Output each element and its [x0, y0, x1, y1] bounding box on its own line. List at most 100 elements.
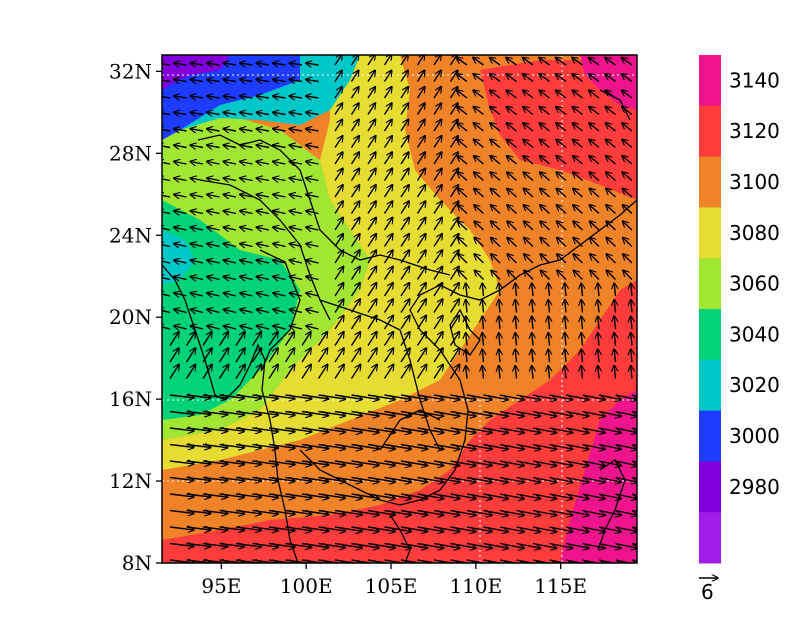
wind-arrow — [457, 205, 468, 215]
wind-arrow — [449, 168, 459, 181]
wind-arrow — [268, 526, 295, 531]
wind-arrow — [474, 221, 484, 231]
wind-arrow — [466, 509, 492, 516]
wind-arrow — [416, 201, 426, 214]
wind-arrow — [202, 461, 228, 464]
wind-arrow — [367, 410, 395, 417]
wind-arrow — [252, 527, 279, 531]
wind-arrow — [589, 107, 600, 116]
wind-arrow — [383, 70, 392, 82]
wind-arrow — [400, 234, 409, 247]
wind-arrow — [589, 123, 600, 132]
wind-arrow — [240, 129, 253, 131]
wind-arrow — [615, 443, 637, 450]
wind-arrow — [350, 332, 361, 346]
wind-arrow — [598, 542, 621, 549]
wind-arrow — [473, 58, 484, 66]
wind-arrow — [190, 227, 204, 230]
wind-arrow — [190, 309, 204, 312]
wind-arrow — [202, 445, 228, 448]
wind-arrow — [582, 476, 606, 483]
wind-arrow — [524, 221, 534, 231]
wind-arrow — [334, 542, 362, 548]
wind-arrow — [273, 178, 286, 181]
wind-arrow — [306, 145, 319, 147]
wind-arrow — [223, 112, 237, 114]
wind-arrow — [433, 55, 441, 66]
wind-arrow — [449, 283, 460, 297]
wind-arrow — [350, 70, 359, 82]
wind-arrow — [252, 494, 279, 498]
wind-arrow — [565, 333, 566, 346]
wind-arrow — [416, 299, 427, 313]
vector-key: 6 — [699, 578, 718, 604]
wind-arrow — [251, 348, 262, 363]
wind-arrow — [581, 349, 582, 363]
colorbar-label: 3140 — [729, 68, 780, 92]
wind-arrow — [289, 326, 303, 329]
wind-arrow — [466, 394, 492, 400]
wind-arrow — [598, 509, 621, 516]
wind-arrow — [306, 277, 319, 280]
wind-arrow — [162, 178, 171, 181]
wind-arrow — [174, 244, 187, 247]
wind-arrow — [598, 460, 621, 466]
wind-arrow — [590, 270, 600, 280]
wind-arrow — [252, 511, 279, 515]
wind-arrow — [590, 221, 600, 231]
wind-arrow — [416, 168, 426, 181]
lat-label: 8N — [122, 551, 152, 575]
wind-arrow — [301, 394, 329, 399]
wind-arrow — [169, 445, 194, 448]
wind-arrow — [524, 238, 534, 248]
wind-arrow — [301, 476, 329, 482]
wind-arrow — [456, 58, 468, 66]
wind-arrow — [614, 300, 615, 313]
wind-arrow — [284, 332, 295, 346]
wind-arrow — [223, 178, 237, 181]
wind-arrow — [400, 364, 410, 379]
wind-arrow — [506, 74, 517, 83]
wind-arrow — [301, 427, 329, 432]
wind-arrow — [622, 74, 633, 83]
wind-arrow — [351, 394, 380, 399]
wind-arrow — [490, 90, 501, 99]
wind-arrow — [273, 145, 286, 147]
wind-arrow — [400, 526, 428, 532]
wind-arrow — [273, 129, 286, 131]
wind-arrow — [631, 542, 637, 546]
wind-arrow — [256, 162, 270, 165]
wind-arrow — [273, 260, 286, 263]
wind-arrow — [457, 172, 468, 182]
wind-arrow — [383, 119, 393, 132]
wind-arrow — [433, 185, 442, 198]
wind-arrow — [306, 194, 319, 197]
wind-arrow — [499, 460, 524, 466]
wind-arrow — [507, 188, 517, 198]
wind-arrow — [515, 300, 516, 313]
wind-arrow — [223, 227, 237, 230]
wind-arrow — [556, 172, 567, 182]
wind-arrow — [223, 260, 237, 263]
wind-arrow — [555, 58, 567, 66]
wind-arrow — [473, 90, 484, 99]
wind-arrow — [174, 227, 187, 230]
wind-arrow — [174, 277, 187, 280]
wind-arrow — [306, 96, 319, 98]
wind-arrow — [457, 107, 468, 116]
wind-arrow — [367, 250, 376, 264]
wind-arrow — [334, 185, 343, 198]
wind-arrow — [589, 156, 600, 165]
wind-arrow — [207, 79, 220, 81]
wind-arrow — [367, 119, 376, 132]
wind-arrow — [367, 476, 395, 483]
wind-arrow — [186, 511, 211, 514]
wind-arrow — [351, 542, 380, 548]
wind-arrow — [289, 112, 303, 114]
wind-arrow — [367, 185, 376, 198]
wind-arrow — [557, 254, 567, 264]
wind-arrow — [523, 156, 534, 165]
wind-arrow — [433, 217, 442, 231]
wind-arrow — [523, 90, 534, 99]
wind-arrow — [499, 427, 524, 433]
